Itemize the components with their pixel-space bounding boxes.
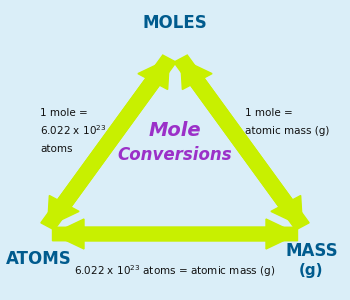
Text: 6.022 x 10$^{23}$: 6.022 x 10$^{23}$: [40, 124, 107, 137]
FancyArrow shape: [52, 219, 298, 249]
Text: atoms: atoms: [40, 143, 73, 154]
Text: MOLES: MOLES: [143, 14, 207, 32]
Text: 1 mole =: 1 mole =: [245, 107, 293, 118]
FancyArrow shape: [174, 55, 302, 226]
Text: 6.022 x 10$^{23}$ atoms = atomic mass (g): 6.022 x 10$^{23}$ atoms = atomic mass (g…: [75, 264, 275, 279]
FancyArrow shape: [48, 55, 176, 226]
FancyArrow shape: [181, 58, 309, 230]
Text: Mole: Mole: [149, 121, 201, 140]
Text: Conversions: Conversions: [118, 146, 232, 164]
Text: 1 mole =: 1 mole =: [40, 107, 88, 118]
FancyArrow shape: [41, 58, 169, 230]
Text: (g): (g): [299, 262, 324, 278]
Text: ATOMS: ATOMS: [6, 250, 71, 268]
Text: MASS: MASS: [285, 242, 338, 260]
Text: atomic mass (g): atomic mass (g): [245, 125, 329, 136]
FancyArrow shape: [52, 219, 298, 249]
